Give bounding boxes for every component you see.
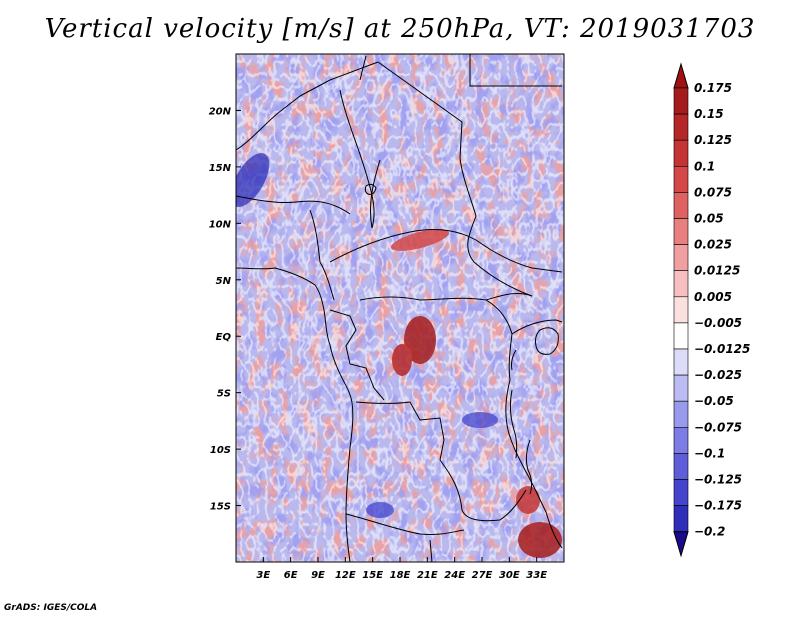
colorbar-bin bbox=[673, 322, 689, 350]
colorbar-label: 0.075 bbox=[694, 185, 732, 199]
boundary-congo bbox=[329, 309, 385, 401]
boundary-niger-chad bbox=[339, 89, 375, 229]
lat-tick-label: 10S bbox=[210, 445, 231, 456]
lat-tick-label: EQ bbox=[216, 332, 232, 343]
colorbar-label: 0.1 bbox=[694, 159, 715, 173]
lon-tick-label: 6E bbox=[284, 570, 298, 581]
lon-tick-label: 15E bbox=[362, 570, 383, 581]
colorbar-bin bbox=[673, 400, 689, 428]
map-title: Vertical velocity [m/s] at 250hPa, VT: 2… bbox=[44, 14, 756, 44]
lat-tick-label: 10N bbox=[209, 219, 232, 230]
colorbar-label: 0.05 bbox=[694, 212, 724, 226]
grads-credit: GrADS: IGES/COLA bbox=[4, 603, 98, 613]
latitude-axis: 20N 15N 10N 5N EQ 5S 10S 15S bbox=[209, 106, 241, 513]
colorbar-bin bbox=[673, 113, 689, 141]
colorbar-bin bbox=[673, 192, 689, 219]
colorbar-label: −0.05 bbox=[694, 394, 734, 408]
colorbar-label: 0.175 bbox=[694, 81, 732, 95]
coastline-west-africa bbox=[236, 267, 354, 562]
lake-albert bbox=[511, 349, 517, 371]
colorbar-label: −0.025 bbox=[694, 368, 742, 382]
colorbar-label: −0.0125 bbox=[694, 342, 750, 356]
boundary-zambia bbox=[439, 459, 527, 522]
colorbar-label: 0.15 bbox=[694, 107, 724, 121]
boundary-niger-south bbox=[236, 195, 351, 215]
lat-tick-label: 5S bbox=[217, 389, 231, 400]
lon-tick-label: 21E bbox=[417, 570, 438, 581]
colorbar-bin bbox=[673, 505, 689, 533]
colorbar-bin bbox=[673, 348, 689, 376]
lake-tanganyika bbox=[509, 389, 518, 459]
boundary-car-north bbox=[329, 229, 477, 263]
lon-tick-label: 27E bbox=[472, 570, 493, 581]
colorbar-label: −0.2 bbox=[694, 525, 725, 539]
strong-descent-patches bbox=[236, 153, 498, 518]
colorbar-bottom-arrow bbox=[673, 531, 689, 558]
boundary-drc-west bbox=[355, 401, 445, 461]
lon-tick-label: 18E bbox=[390, 570, 411, 581]
country-boundaries bbox=[236, 54, 563, 562]
colorbar-bin bbox=[673, 296, 689, 324]
boundary-misc-north bbox=[359, 55, 381, 229]
colorbar-bin bbox=[673, 218, 689, 245]
boundary-nigeria-cameroon bbox=[309, 209, 335, 301]
colorbar-bin bbox=[673, 479, 689, 506]
boundary-car-south bbox=[359, 293, 533, 301]
colorbar-top-arrow bbox=[673, 62, 689, 89]
boundary-sudan-south bbox=[475, 239, 563, 273]
lon-tick-label: 33E bbox=[526, 570, 547, 581]
lat-tick-label: 15N bbox=[209, 163, 232, 174]
lon-tick-label: 30E bbox=[499, 570, 520, 581]
lon-tick-label: 12E bbox=[335, 570, 356, 581]
colorbar-label: −0.175 bbox=[694, 499, 742, 513]
boundary-uganda bbox=[511, 319, 563, 335]
colorbar-bin bbox=[673, 374, 689, 402]
boundary-angola-south bbox=[345, 513, 465, 535]
boundary-libya-chad bbox=[299, 61, 379, 97]
colorbar-label: −0.1 bbox=[694, 446, 725, 460]
boundary-drc-east bbox=[485, 299, 527, 473]
colorbar-bin bbox=[673, 270, 689, 298]
colorbar-label: −0.005 bbox=[694, 316, 742, 330]
boundary-zambia-malawi bbox=[525, 471, 563, 549]
colorbar-bin bbox=[673, 426, 689, 454]
colorbar-label: −0.075 bbox=[694, 420, 742, 434]
longitude-axis: 3E 6E 9E 12E 15E 18E 21E 24E 27E 30E 33E bbox=[256, 557, 547, 581]
colorbar-label: 0.0125 bbox=[694, 264, 740, 278]
colorbar-label: 0.125 bbox=[694, 133, 732, 147]
colorbar-bin bbox=[673, 453, 689, 480]
boundary-egypt bbox=[469, 54, 562, 87]
lat-tick-label: 15S bbox=[210, 502, 231, 513]
lat-tick-label: 20N bbox=[209, 106, 232, 117]
lon-tick-label: 9E bbox=[311, 570, 325, 581]
colorbar-label: 0.025 bbox=[694, 238, 732, 252]
lake-victoria bbox=[535, 327, 559, 355]
lake-malawi bbox=[525, 439, 533, 495]
lat-tick-label: 5N bbox=[216, 276, 232, 287]
colorbar-bin bbox=[673, 244, 689, 272]
colorbar: 0.175 0.15 0.125 0.1 0.075 0.05 0.025 0.0125 0.0… bbox=[673, 62, 750, 558]
boundary-mali bbox=[236, 95, 301, 151]
lake-chad bbox=[364, 183, 377, 195]
colorbar-bin bbox=[673, 166, 689, 193]
vertical-velocity-field bbox=[236, 54, 564, 562]
strong-ascent-patches bbox=[390, 229, 562, 558]
lon-tick-label: 24E bbox=[444, 570, 465, 581]
colorbar-label: 0.005 bbox=[694, 290, 732, 304]
colorbar-bin bbox=[673, 139, 689, 167]
colorbar-label: −0.125 bbox=[694, 473, 742, 487]
lon-tick-label: 3E bbox=[256, 570, 270, 581]
boundary-south bbox=[429, 539, 433, 562]
colorbar-bin bbox=[673, 87, 689, 115]
